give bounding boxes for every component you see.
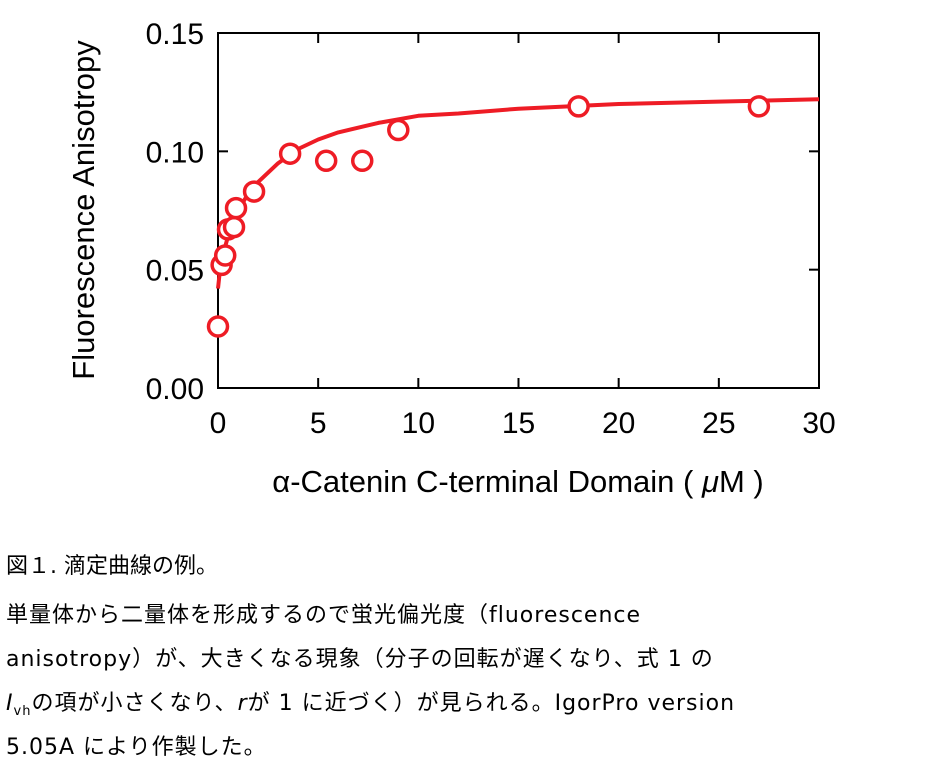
ivh-symbol: I [6, 691, 14, 716]
x-tick-label: 5 [310, 407, 327, 440]
x-tick-label: 0 [210, 407, 227, 440]
caption-line-2: anisotropy）が、大きくなる現象（分子の回転が遅くなり、式 1 の [6, 647, 714, 672]
y-tick-label: 0.05 [146, 255, 204, 288]
data-point [222, 215, 246, 239]
ivh-subscript: vh [13, 704, 32, 719]
data-point [242, 180, 266, 203]
x-tick-label: 20 [602, 407, 635, 440]
data-point [213, 244, 237, 267]
data-point [387, 118, 410, 142]
data-points-layer [206, 95, 771, 338]
x-axis-title-prefix: α-Catenin C-terminal Domain ( [272, 464, 702, 499]
anisotropy-chart: 0 5 10 15 20 25 30 0.00 0.05 0.10 0.15 Fluorescen… [66, 18, 836, 499]
data-point [206, 315, 230, 338]
caption-line-3-part-b: が 1 に近づく）が見られる。IgorPro version [247, 691, 736, 716]
data-point [350, 149, 374, 173]
x-tick-label: 15 [502, 407, 535, 440]
y-tick-label: 0.00 [146, 373, 204, 406]
y-tick-label: 0.10 [146, 136, 204, 169]
x-tick-label: 10 [402, 407, 435, 440]
caption-line-1: 単量体から二量体を形成するので蛍光偏光度（fluorescence [6, 603, 642, 628]
caption-line-4: 5.05A により作製した。 [6, 735, 267, 760]
y-axis-ticks: 0.00 0.05 0.10 0.15 [146, 18, 819, 406]
x-axis-ticks: 0 5 10 15 20 25 30 [210, 33, 836, 440]
data-point [314, 149, 338, 173]
figure-caption-title: 図１. 滴定曲線の例。 [6, 554, 218, 579]
y-tick-label: 0.15 [146, 18, 204, 51]
x-tick-label: 30 [802, 407, 835, 440]
data-point [747, 95, 771, 118]
data-point [278, 142, 302, 165]
r-symbol: r [237, 691, 248, 716]
x-axis-title-suffix: M ) [719, 464, 764, 499]
caption-line-3: Ivhの項が小さくなり、rが 1 に近づく）が見られる。IgorPro vers… [6, 685, 941, 719]
x-axis-title-unit: μ [701, 464, 719, 499]
data-point [224, 196, 248, 220]
fit-curve [216, 97, 820, 289]
plot-frame [217, 32, 820, 389]
x-axis-title: α-Catenin C-terminal Domain ( μM ) [272, 464, 763, 499]
y-axis-title: Fluorescence Anisotropy [66, 40, 101, 380]
fit-curve-layer [216, 97, 820, 289]
x-tick-label: 25 [702, 407, 735, 440]
data-point [567, 95, 590, 118]
caption-line-3-part-a: の項が小さくなり、 [31, 691, 238, 716]
